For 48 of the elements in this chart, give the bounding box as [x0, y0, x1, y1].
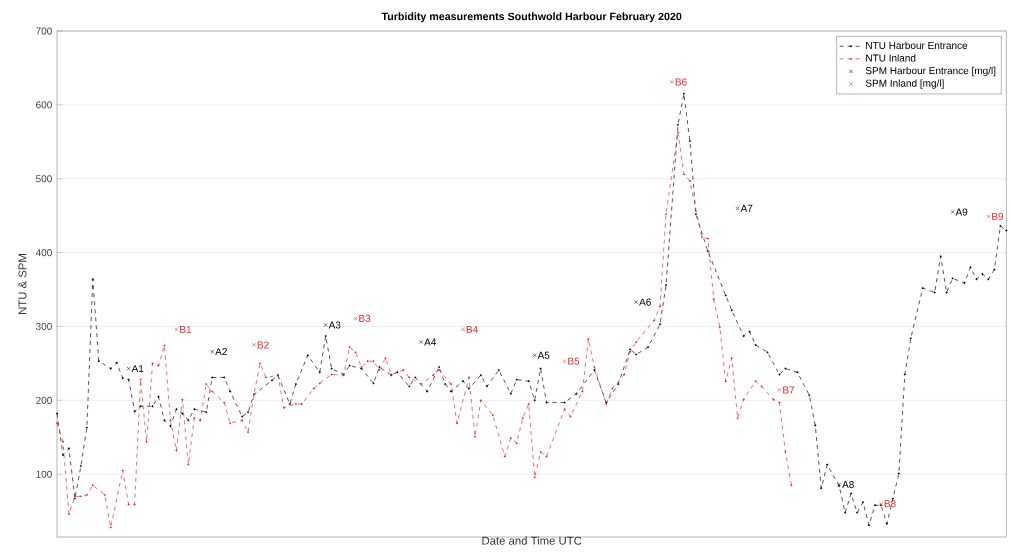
- y-tick-label: 300: [35, 322, 52, 331]
- point: [210, 349, 215, 354]
- y-tick-label: 100: [36, 470, 52, 478]
- y-axis-title: NTU & SPM: [18, 254, 27, 314]
- point: [353, 316, 358, 321]
- data-label: B9: [992, 212, 1004, 220]
- data-label: B4: [466, 325, 478, 333]
- point: [323, 323, 328, 327]
- point: [777, 388, 782, 392]
- point: [634, 300, 639, 305]
- point: [562, 359, 567, 364]
- legend-label: SPM Harbour Entrance [mg/l]: [865, 66, 996, 77]
- data-label: B5: [568, 357, 580, 365]
- point: [735, 206, 740, 211]
- y-tick-label: 400: [35, 249, 52, 257]
- point: [950, 210, 955, 214]
- point: [532, 353, 537, 358]
- data-label: A9: [955, 208, 968, 216]
- data-label: B6: [675, 78, 687, 86]
- data-label: A3: [328, 321, 341, 329]
- data-label: A5: [537, 351, 550, 359]
- y-tick-label: 600: [36, 101, 52, 109]
- data-label: A1: [131, 365, 144, 373]
- data-label: A6: [639, 298, 651, 306]
- point: [670, 80, 674, 84]
- y-tick-label: 200: [36, 396, 52, 404]
- legend-label: NTU Inland: [866, 54, 916, 62]
- point: [419, 340, 424, 344]
- data-label: A2: [215, 348, 227, 356]
- legend-label: NTU Harbour Entrance: [866, 41, 968, 50]
- point: [461, 327, 465, 332]
- data-label: B7: [783, 386, 795, 394]
- chart-title: Turbidity measurements Southwold Harbour February 2020: [381, 12, 682, 23]
- point: [126, 366, 131, 371]
- data-label: B8: [884, 500, 896, 508]
- point: [252, 342, 256, 347]
- legend-label: SPM Inland [mg/l]: [865, 79, 944, 89]
- y-tick-label: 700: [36, 27, 52, 35]
- data-label: B3: [359, 314, 371, 322]
- data-label: A4: [424, 338, 437, 346]
- y-tick-label: 500: [36, 175, 52, 183]
- point: [986, 214, 991, 219]
- data-label: A8: [842, 481, 854, 489]
- x-axis-title: Date and Time UTC: [482, 536, 582, 545]
- data-label: B2: [257, 341, 269, 349]
- point: [174, 327, 179, 332]
- data-label: B1: [180, 325, 192, 333]
- data-label: A7: [740, 204, 753, 212]
